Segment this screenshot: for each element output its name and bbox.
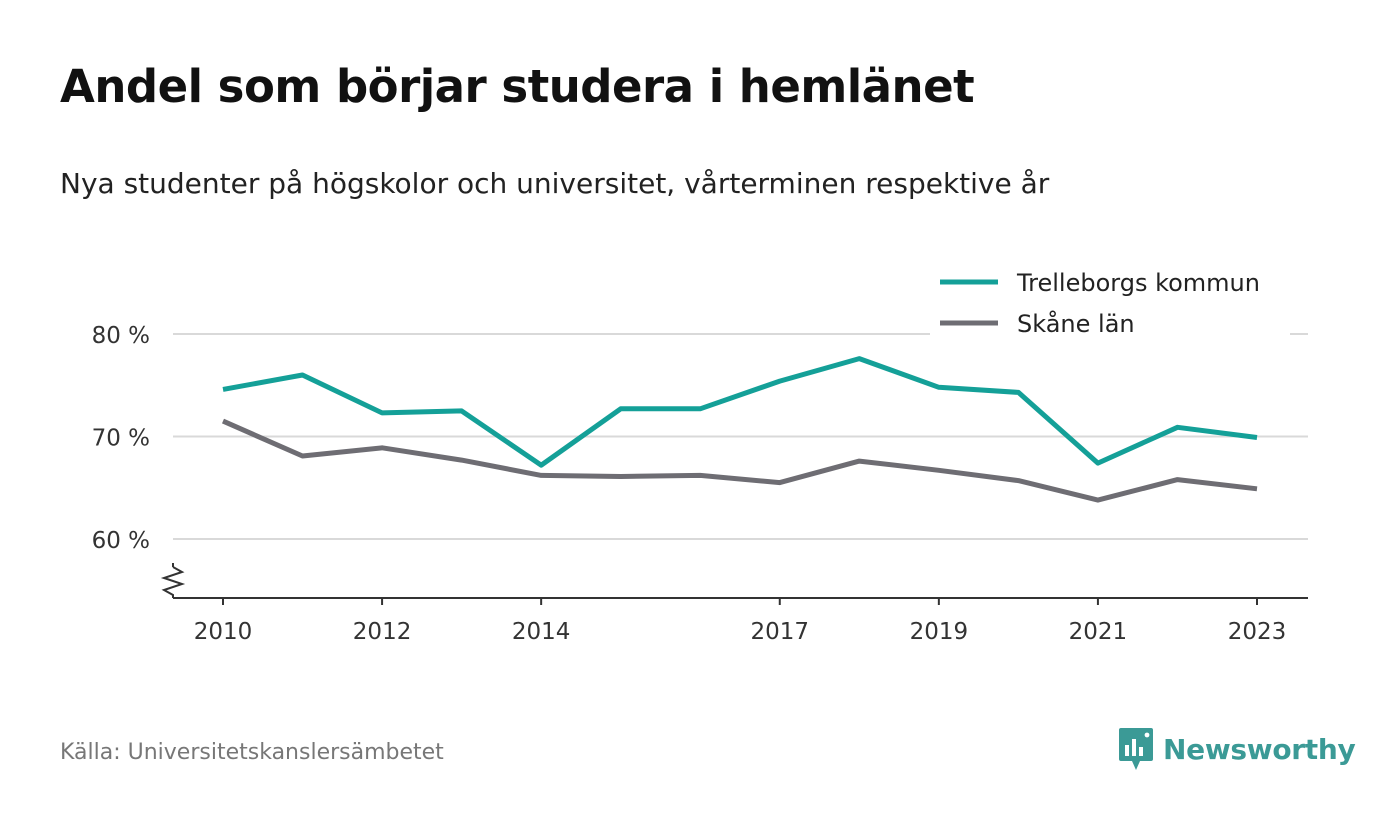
chart-subtitle: Nya studenter på högskolor och universit… — [60, 167, 1050, 200]
x-tick-label: 2010 — [194, 619, 253, 645]
chart-title: Andel som börjar studera i hemlänet — [60, 60, 975, 113]
axes — [160, 563, 1308, 605]
series-line — [222, 356, 1258, 468]
x-tick-label: 2017 — [750, 619, 809, 645]
legend-label: Skåne län — [1017, 309, 1135, 338]
x-tick-label: 2012 — [353, 619, 412, 645]
source-note: Källa: Universitetskanslersämbetet — [60, 740, 444, 765]
x-tick-label: 2014 — [512, 619, 571, 645]
series-lines — [221, 356, 1258, 503]
x-tick-labels: 2010 2012 2014 2017 2019 2021 2023 — [194, 619, 1287, 645]
x-tick-label: 2023 — [1228, 619, 1287, 645]
series-line — [221, 418, 1258, 503]
x-tick-label: 2021 — [1069, 619, 1128, 645]
y-tick-label: 70 % — [92, 426, 150, 452]
x-tick-label: 2019 — [910, 619, 969, 645]
y-tick-labels: 60 % 70 % 80 % — [92, 323, 150, 554]
newsworthy-logo-icon — [1119, 728, 1153, 770]
y-tick-label: 80 % — [92, 323, 150, 349]
brand-name: Newsworthy — [1163, 732, 1356, 766]
y-axis-break-icon — [160, 566, 186, 598]
line-chart: 60 % 70 % 80 % 2010 2012 2014 2017 2019 2021 202… — [91, 262, 1308, 645]
y-tick-label: 60 % — [92, 528, 150, 554]
gridlines — [173, 333, 1308, 540]
legend: Trelleborgs kommun Skåne län — [930, 262, 1290, 342]
legend-label: Trelleborgs kommun — [1016, 269, 1260, 297]
brand-logo[interactable]: Newsworthy — [1118, 726, 1356, 772]
legend-background — [930, 262, 1290, 342]
